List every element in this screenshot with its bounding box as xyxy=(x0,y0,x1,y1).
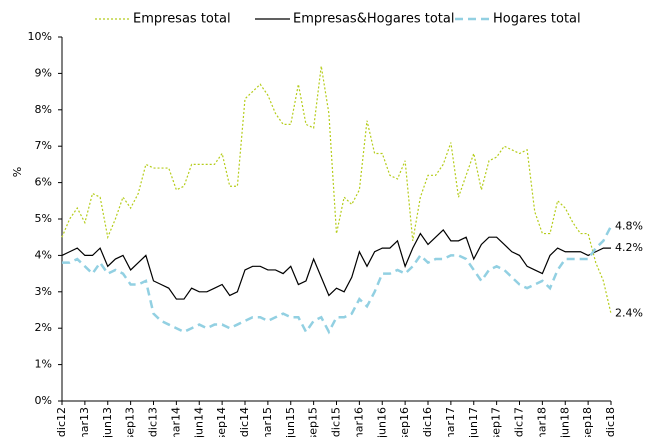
x-tick-label: dic18 xyxy=(604,407,617,437)
line-series xyxy=(62,225,613,335)
y-tick-label: 6% xyxy=(35,176,52,189)
x-tick-label: mar16 xyxy=(352,407,365,437)
y-tick-label: 7% xyxy=(35,139,52,152)
y-tick-label: 4% xyxy=(35,248,52,261)
line-series xyxy=(61,229,611,300)
y-tick-label: 2% xyxy=(35,321,52,334)
y-axis-label: % xyxy=(11,167,24,177)
x-tick-label: dic15 xyxy=(330,407,343,437)
value-label: 4.8% xyxy=(615,219,643,232)
x-tick-label: dic16 xyxy=(421,407,434,437)
x-tick-label: mar15 xyxy=(261,407,274,437)
x-tick-label: dic13 xyxy=(147,407,160,437)
y-tick-label: 9% xyxy=(35,66,52,79)
x-tick-label: mar18 xyxy=(535,407,548,437)
x-tick-label: mar13 xyxy=(78,407,91,437)
x-tick-label: jun17 xyxy=(467,407,480,437)
x-tick-label: sep13 xyxy=(124,407,137,437)
line-series xyxy=(61,66,612,314)
y-tick-label: 5% xyxy=(35,212,52,225)
x-tick-label: jun13 xyxy=(101,407,114,437)
x-tick-label: jun18 xyxy=(558,407,571,437)
x-tick-label: mar14 xyxy=(169,407,182,437)
x-tick-label: sep17 xyxy=(490,407,503,437)
x-tick-label: jun14 xyxy=(192,407,205,437)
x-tick-label: mar17 xyxy=(444,407,457,437)
y-tick-label: 8% xyxy=(35,103,52,116)
legend-label: Hogares total xyxy=(493,12,581,27)
legend-label: Empresas total xyxy=(133,12,231,27)
y-tick-label: 1% xyxy=(35,358,52,371)
y-tick-label: 0% xyxy=(35,394,52,407)
x-tick-label: sep18 xyxy=(581,407,594,437)
x-tick-label: jun15 xyxy=(284,407,297,437)
x-tick-label: dic14 xyxy=(238,407,251,437)
y-tick-label: 10% xyxy=(28,30,52,43)
x-tick-label: dic12 xyxy=(55,407,68,437)
value-label: 2.4% xyxy=(615,307,643,320)
x-tick-label: sep14 xyxy=(215,407,228,437)
x-tick-label: jun16 xyxy=(375,407,388,437)
x-tick-label: sep15 xyxy=(307,407,320,437)
x-tick-label: dic17 xyxy=(513,407,526,437)
y-tick-label: 3% xyxy=(35,285,52,298)
x-tick-label: sep16 xyxy=(398,407,411,437)
value-label: 4.2% xyxy=(615,241,643,254)
legend-label: Empresas&Hogares total xyxy=(293,12,454,27)
